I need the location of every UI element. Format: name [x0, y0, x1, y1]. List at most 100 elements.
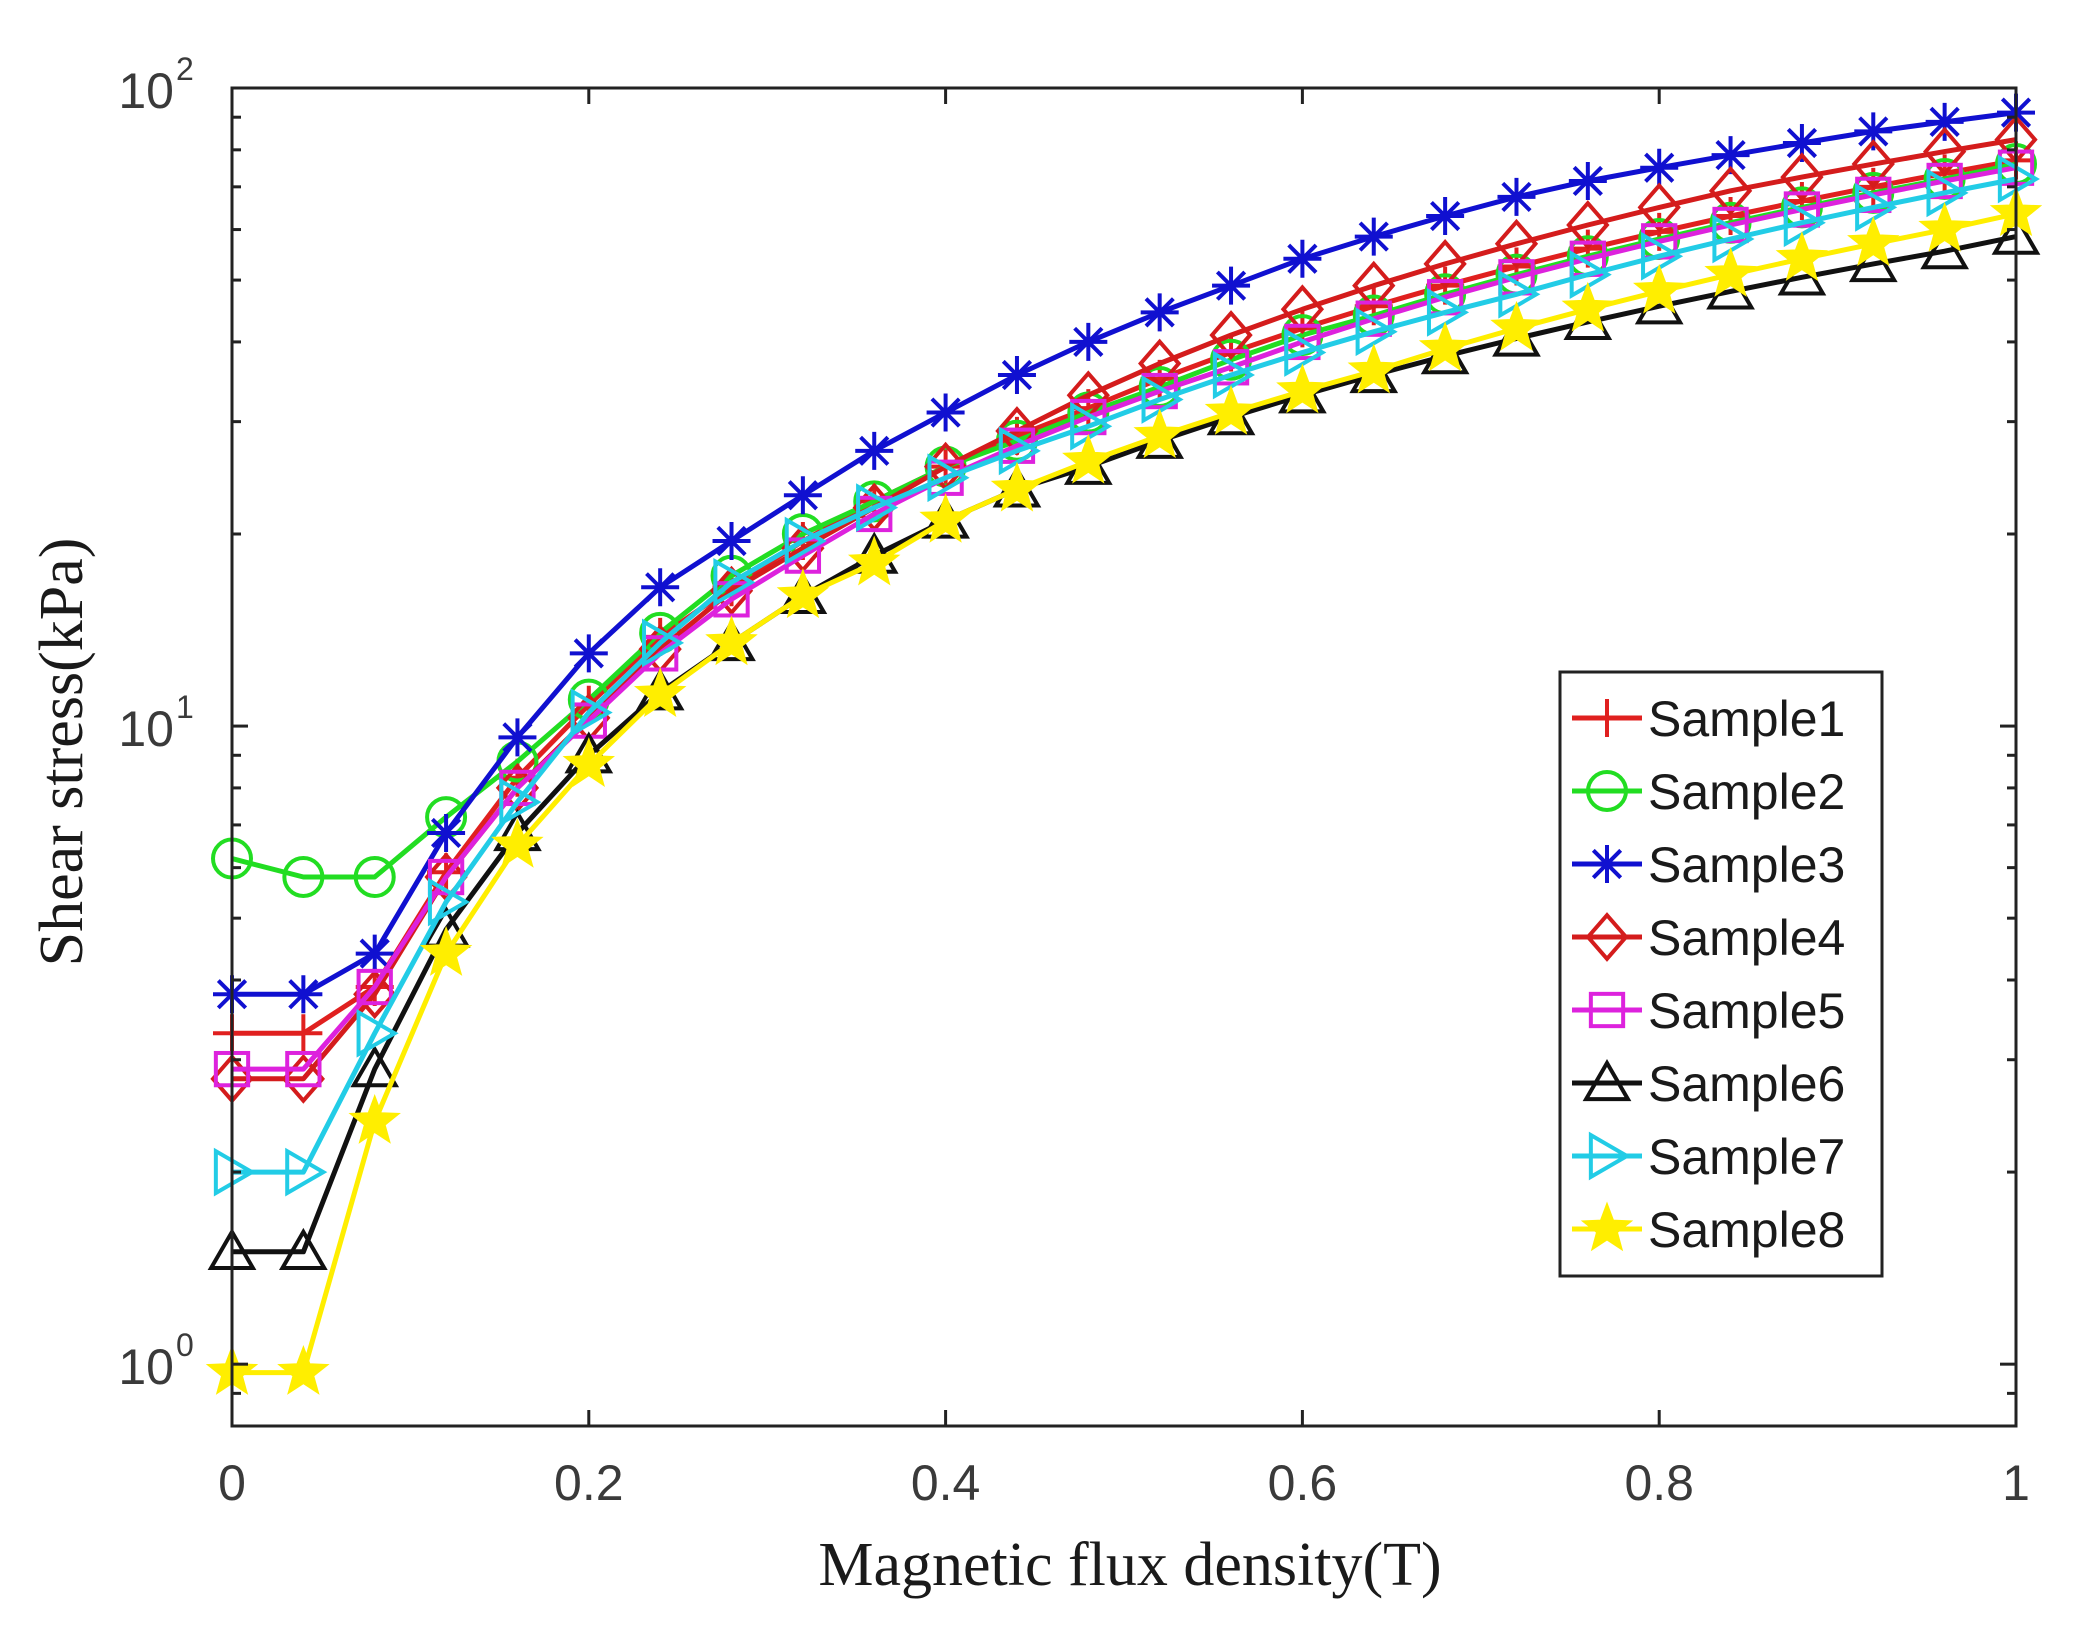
data-point-marker — [1775, 231, 1829, 282]
data-point-marker — [1423, 239, 1467, 289]
data-point-marker — [1586, 770, 1628, 812]
legend-item: Sample8 — [1572, 1201, 1845, 1258]
data-point-marker — [1212, 350, 1255, 400]
legend-item: Sample7 — [1572, 1129, 1845, 1185]
y-tick-label: 10 1 — [118, 689, 193, 757]
data-point-marker — [1925, 102, 1964, 141]
data-point-marker — [1283, 239, 1322, 278]
data-point-marker — [1708, 165, 1753, 216]
data-point-marker — [353, 969, 397, 1020]
legend-item: Sample3 — [1572, 837, 1845, 893]
y-axis-title: Shear stress(kPa) — [28, 538, 96, 967]
data-point-marker — [427, 877, 471, 927]
tick-marks — [230, 86, 2018, 1428]
data-point-marker — [919, 492, 972, 543]
data-point-marker — [847, 535, 901, 586]
data-point-marker — [713, 557, 756, 607]
legend-item: Sample1 — [1572, 691, 1845, 747]
data-point-marker — [1276, 363, 1329, 414]
series-line — [232, 176, 2017, 1175]
data-point-marker — [282, 856, 325, 899]
data-point-marker — [855, 431, 894, 470]
data-point-marker — [350, 1045, 400, 1088]
legend-label: Sample2 — [1648, 764, 1845, 820]
data-point-marker — [1352, 260, 1396, 311]
data-point-marker — [990, 461, 1044, 512]
data-point-marker — [997, 355, 1036, 394]
data-point-marker — [1582, 1059, 1632, 1102]
data-point-marker — [1561, 281, 1615, 332]
data-point-marker — [776, 568, 830, 619]
data-point-marker — [1212, 266, 1251, 305]
data-point-marker — [1637, 182, 1681, 233]
data-point-marker — [1918, 202, 1971, 252]
data-point-marker — [1922, 126, 1967, 177]
data-point-marker — [356, 1008, 399, 1058]
data-point-marker — [284, 975, 323, 1014]
data-point-marker — [562, 737, 616, 788]
data-point-marker — [1280, 284, 1325, 335]
data-point-marker — [1490, 300, 1543, 351]
data-point-marker — [1209, 310, 1253, 360]
data-point-marker — [1070, 401, 1113, 451]
data-point-marker — [1347, 343, 1401, 394]
data-point-marker — [1069, 322, 1108, 361]
data-point-marker — [1138, 338, 1182, 389]
legend: Sample1 Sample2 Sample3 Sample4 Sample5 Sampl… — [1558, 670, 1884, 1278]
data-point-marker — [1580, 1201, 1634, 1252]
x-tick-label: 0.4 — [911, 1455, 981, 1511]
data-point-marker — [284, 1014, 323, 1053]
data-point-marker — [1498, 269, 1541, 319]
data-point-marker — [1997, 154, 2040, 204]
data-point-marker — [1704, 247, 1757, 297]
data-point-marker — [1847, 216, 1900, 267]
data-point-marker — [1497, 177, 1536, 216]
data-point-marker — [1632, 263, 1686, 314]
series-layer — [205, 93, 2043, 1395]
data-point-marker — [1920, 227, 1970, 270]
data-point-marker — [356, 968, 393, 1006]
data-point-marker — [998, 426, 1041, 476]
data-point-marker — [784, 516, 827, 566]
data-point-marker — [213, 1147, 256, 1197]
data-point-marker — [642, 618, 685, 668]
data-point-marker — [1569, 250, 1612, 299]
data-point-marker — [1780, 152, 1824, 203]
legend-item: Sample2 — [1572, 764, 1845, 820]
y-tick-exponent: 0 — [176, 1327, 194, 1363]
data-point-marker — [926, 393, 965, 432]
data-point-marker — [1355, 307, 1398, 357]
x-tick-label: 0.8 — [1624, 1455, 1694, 1511]
data-point-marker — [712, 522, 751, 561]
y-tick-base: 10 — [118, 63, 174, 119]
data-point-marker — [570, 688, 613, 737]
plot-frame — [230, 86, 2018, 1428]
data-point-marker — [856, 483, 899, 532]
data-point-marker — [1204, 385, 1258, 435]
data-point-marker — [1782, 123, 1821, 162]
x-tick-label: 0.6 — [1268, 1455, 1338, 1511]
data-point-marker — [1585, 912, 1629, 962]
data-point-marker — [633, 667, 687, 718]
data-point-marker — [1854, 112, 1893, 151]
legend-label: Sample4 — [1648, 910, 1845, 966]
y-tick-label: 10 2 — [118, 51, 193, 119]
legend-label: Sample1 — [1648, 691, 1845, 747]
data-point-marker — [355, 934, 394, 973]
series-sample3 — [213, 93, 2035, 1014]
data-point-marker — [348, 1094, 401, 1144]
data-point-marker — [1588, 845, 1626, 883]
data-point-marker — [1426, 197, 1465, 236]
legend-label: Sample6 — [1648, 1056, 1845, 1112]
data-point-marker — [427, 813, 466, 852]
data-point-marker — [1284, 328, 1327, 377]
data-point-marker — [1640, 148, 1679, 187]
data-point-marker — [1354, 217, 1393, 256]
x-tick-label: 0 — [218, 1455, 246, 1511]
y-tick-exponent: 2 — [176, 51, 194, 87]
data-point-marker — [277, 1345, 330, 1395]
data-point-marker — [278, 1227, 328, 1270]
data-point-marker — [1566, 200, 1610, 250]
